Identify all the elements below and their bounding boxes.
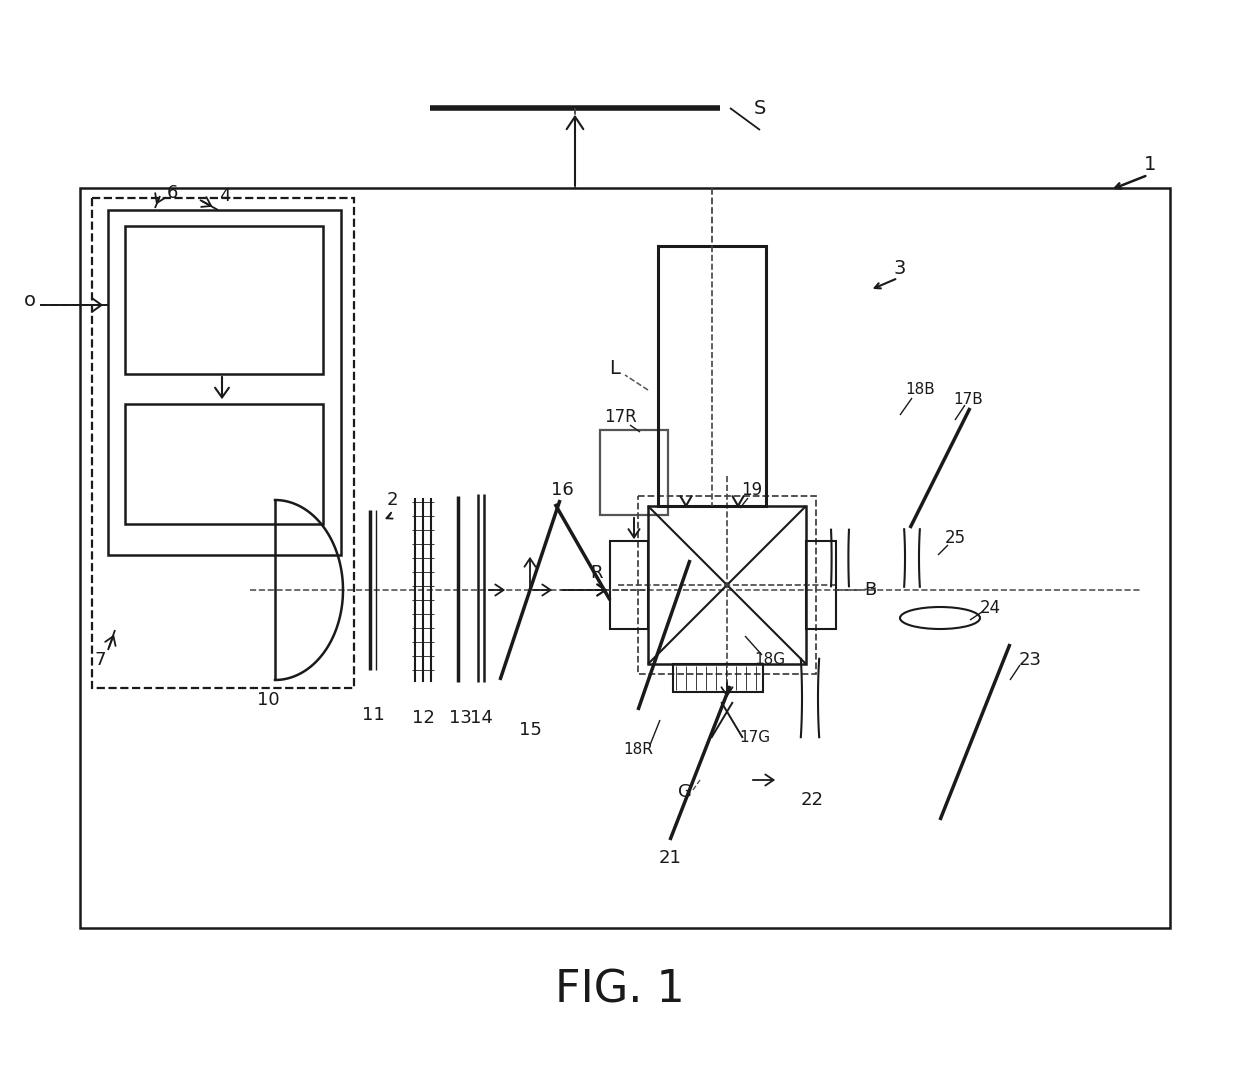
Bar: [600, 430, 668, 515]
Bar: [125, 404, 322, 524]
Text: 18R: 18R: [622, 743, 653, 758]
Bar: [125, 226, 322, 374]
Text: 17R: 17R: [604, 408, 636, 426]
Text: 6: 6: [166, 184, 177, 202]
Text: 12: 12: [412, 709, 434, 728]
Text: 15: 15: [518, 721, 542, 739]
Text: 1: 1: [1143, 156, 1156, 174]
Text: R: R: [590, 564, 603, 582]
Bar: [81, 188, 1171, 927]
Bar: [92, 198, 353, 688]
Text: 16: 16: [551, 481, 573, 499]
Bar: [639, 496, 816, 673]
Bar: [108, 210, 341, 555]
Text: 3: 3: [894, 258, 906, 278]
Bar: [610, 540, 649, 629]
Text: 7: 7: [94, 651, 105, 669]
Text: 2: 2: [386, 491, 398, 509]
Text: 13: 13: [449, 709, 471, 728]
Text: 14: 14: [470, 709, 492, 728]
Text: 22: 22: [801, 791, 823, 809]
Text: 11: 11: [362, 706, 384, 724]
Bar: [673, 664, 763, 692]
Text: 23: 23: [1018, 651, 1042, 669]
Text: o: o: [24, 291, 36, 309]
Text: G: G: [678, 783, 692, 801]
Bar: [658, 246, 766, 506]
Bar: [649, 506, 806, 664]
Text: 24: 24: [980, 599, 1001, 617]
Text: 10: 10: [257, 691, 279, 709]
Text: 18G: 18G: [754, 653, 786, 667]
Text: B: B: [864, 580, 877, 599]
Bar: [806, 540, 836, 629]
Text: 19: 19: [742, 481, 763, 499]
Text: 25: 25: [945, 529, 966, 547]
Text: S: S: [754, 98, 766, 118]
Text: 4: 4: [219, 187, 231, 205]
Text: 17G: 17G: [739, 731, 770, 746]
Text: 18B: 18B: [905, 383, 935, 398]
Text: 21: 21: [658, 849, 682, 867]
Text: 17B: 17B: [954, 392, 983, 408]
Text: L: L: [610, 359, 620, 377]
Text: FIG. 1: FIG. 1: [556, 969, 684, 1012]
